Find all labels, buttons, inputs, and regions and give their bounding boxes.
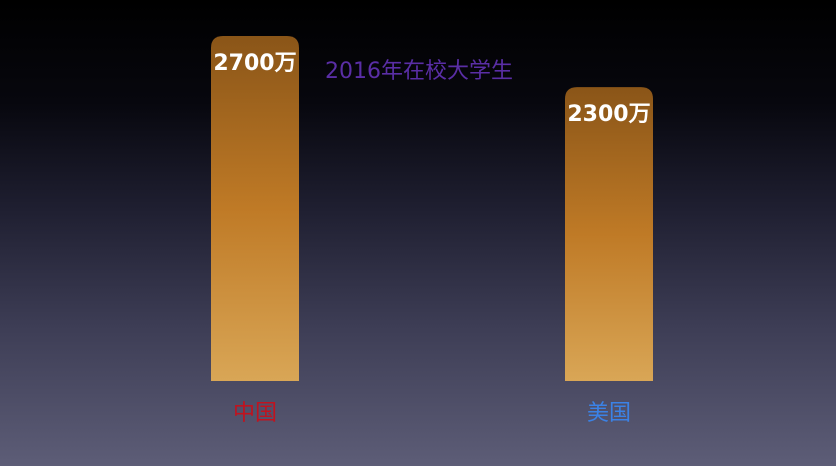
category-label-1: 美国 xyxy=(587,401,631,426)
bar-1 xyxy=(565,87,653,381)
bar-0 xyxy=(211,36,299,381)
bars-group xyxy=(211,36,653,381)
chart-title: 2016年在校大学生 xyxy=(325,59,513,84)
category-label-0: 中国 xyxy=(233,401,277,426)
value-label-0: 2700万 xyxy=(213,51,296,76)
value-label-1: 2300万 xyxy=(567,102,650,127)
